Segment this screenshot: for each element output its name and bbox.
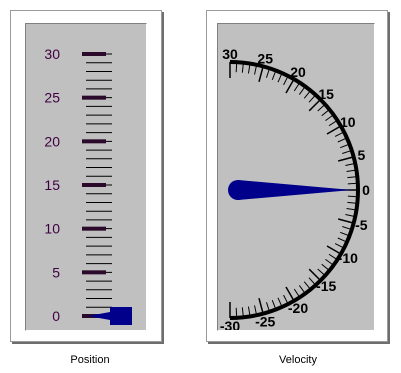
velocity-minor-tick xyxy=(277,297,283,308)
velocity-tick-label: 15 xyxy=(318,86,334,102)
velocity-minor-tick xyxy=(325,258,334,266)
velocity-minor-tick xyxy=(303,90,311,99)
velocity-tick-label: -10 xyxy=(338,250,358,266)
velocity-gauge-panel: 30 25 20 15 10 5 0 -5 -10 -15 -20 -25 -30 xyxy=(206,10,388,342)
velocity-minor-tick xyxy=(342,225,352,231)
position-tick-label: 15 xyxy=(44,177,60,193)
position-caption: Position xyxy=(70,354,110,366)
velocity-minor-tick xyxy=(317,268,326,277)
velocity-scale: 30 25 20 15 10 5 0 -5 -10-15 -20 -25 -30 xyxy=(220,46,370,334)
velocity-tick-label: 5 xyxy=(357,147,365,163)
velocity-minor-tick xyxy=(347,195,358,198)
velocity-minor-tick xyxy=(345,214,356,218)
velocity-major-tick xyxy=(258,297,264,314)
position-major-tick xyxy=(82,139,106,144)
velocity-minor-tick xyxy=(265,302,271,312)
velocity-major-tick xyxy=(337,218,354,224)
velocity-minor-tick xyxy=(308,94,317,103)
velocity-minor-tick xyxy=(334,243,345,249)
velocity-minor-tick xyxy=(345,162,356,166)
velocity-major-tick xyxy=(258,66,264,83)
velocity-major-tick xyxy=(285,286,295,302)
velocity-minor-tick xyxy=(277,72,283,83)
velocity-tick-label: 0 xyxy=(362,182,370,198)
position-tick-label: 20 xyxy=(44,133,60,149)
velocity-minor-tick xyxy=(337,237,348,243)
velocity-tick-label: -5 xyxy=(355,217,368,233)
velocity-minor-tick xyxy=(298,285,306,294)
position-major-tick xyxy=(82,52,106,56)
position-major-tick xyxy=(82,270,106,275)
velocity-minor-tick xyxy=(247,306,251,317)
velocity-minor-tick xyxy=(317,103,326,112)
velocity-minor-tick xyxy=(308,277,317,286)
velocity-tick-label: -15 xyxy=(316,278,336,294)
position-major-tick xyxy=(82,226,106,231)
velocity-minor-tick xyxy=(303,281,311,290)
velocity-minor-tick xyxy=(254,64,258,75)
velocity-tick-label: 30 xyxy=(222,46,238,62)
velocity-minor-tick xyxy=(334,131,345,137)
velocity-minor-tick xyxy=(293,288,301,298)
position-tick-label: 25 xyxy=(44,90,60,106)
velocity-minor-tick xyxy=(346,207,357,211)
position-scale: 30 25 20 15 10 5 0 xyxy=(44,46,132,325)
velocity-major-tick xyxy=(308,98,322,112)
position-major-tick xyxy=(82,95,106,100)
velocity-needle xyxy=(238,180,352,200)
velocity-minor-tick xyxy=(328,119,338,127)
position-tick-label: 0 xyxy=(52,308,60,324)
position-major-tick xyxy=(82,183,106,187)
velocity-minor-tick xyxy=(328,253,338,261)
velocity-gauge-face: 30 25 20 15 10 5 0 -5 -10 -15 -20 -25 -30 xyxy=(217,23,375,334)
velocity-minor-tick xyxy=(247,63,251,74)
velocity-minor-tick xyxy=(346,169,357,173)
velocity-needle-hub xyxy=(228,180,248,200)
velocity-tick-label: 10 xyxy=(340,114,356,130)
velocity-tick-label: -20 xyxy=(288,300,308,316)
velocity-minor-tick xyxy=(235,307,238,318)
position-gauge-face: 30 25 20 15 10 5 0 xyxy=(25,23,147,331)
velocity-minor-tick xyxy=(283,75,289,86)
velocity-minor-tick xyxy=(265,68,271,78)
velocity-minor-tick xyxy=(293,82,301,92)
velocity-minor-tick xyxy=(321,109,330,117)
velocity-minor-tick xyxy=(347,182,358,185)
velocity-minor-tick xyxy=(283,294,289,305)
velocity-minor-tick xyxy=(347,176,358,179)
velocity-minor-tick xyxy=(342,149,352,155)
velocity-minor-tick xyxy=(241,307,244,318)
velocity-tick-label: -30 xyxy=(220,318,240,330)
velocity-minor-tick xyxy=(321,263,330,271)
position-pointer xyxy=(88,307,132,325)
velocity-minor-tick xyxy=(339,143,350,149)
velocity-tick-label: 20 xyxy=(290,64,306,80)
velocity-major-tick xyxy=(337,156,354,162)
velocity-minor-tick xyxy=(271,70,277,81)
velocity-tick-label: -25 xyxy=(255,313,275,329)
velocity-minor-tick xyxy=(241,62,244,73)
velocity-caption: Velocity xyxy=(279,354,317,366)
velocity-minor-tick xyxy=(347,201,358,204)
velocity-major-tick xyxy=(308,268,322,282)
velocity-major-tick xyxy=(326,125,342,135)
velocity-minor-tick xyxy=(298,86,306,95)
velocity-major-tick xyxy=(285,78,295,94)
velocity-minor-tick xyxy=(271,299,277,310)
velocity-minor-tick xyxy=(235,62,238,73)
position-tick-label: 10 xyxy=(44,221,60,237)
position-gauge-panel: 30 25 20 15 10 5 0 xyxy=(10,10,162,342)
velocity-minor-tick xyxy=(325,114,334,122)
velocity-minor-tick xyxy=(254,305,258,316)
position-tick-label: 30 xyxy=(44,46,60,62)
velocity-minor-tick xyxy=(337,137,348,143)
position-tick-label: 5 xyxy=(52,264,60,280)
velocity-minor-tick xyxy=(339,231,350,237)
velocity-major-tick xyxy=(326,245,342,255)
velocity-tick-label: 25 xyxy=(257,51,273,67)
